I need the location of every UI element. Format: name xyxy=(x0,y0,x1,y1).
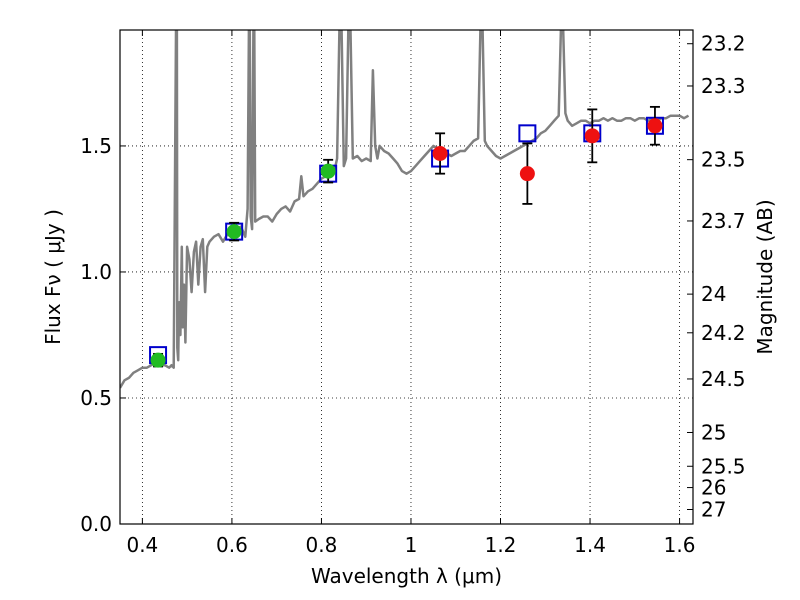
photometry-point xyxy=(150,352,166,368)
y-axis-label-right: Magnitude (AB) xyxy=(753,199,777,354)
y-tick-label: 0.0 xyxy=(80,512,112,536)
photometry-point xyxy=(647,118,663,134)
mag-tick-label: 26 xyxy=(701,476,726,500)
x-tick-label: 1.6 xyxy=(664,533,696,557)
marker-layer xyxy=(149,105,664,368)
line-layer xyxy=(120,30,690,389)
mag-tick-label: 23.7 xyxy=(701,209,746,233)
x-tick-label: 1.2 xyxy=(485,533,517,557)
spectrum-line xyxy=(120,30,690,389)
mag-tick-label: 27 xyxy=(701,497,726,521)
photometry-point xyxy=(432,146,448,161)
photometry-point xyxy=(226,224,242,240)
x-tick-label: 0.4 xyxy=(126,533,158,557)
mag-tick-label: 24.2 xyxy=(701,321,746,345)
mag-tick-label: 24.5 xyxy=(701,367,746,391)
mag-tick-label: 23.5 xyxy=(701,148,746,172)
mag-tick-label: 23.3 xyxy=(701,74,746,98)
y-tick-label: 1.0 xyxy=(80,260,112,284)
x-tick-label: 0.8 xyxy=(306,533,338,557)
y-tick-label: 1.5 xyxy=(80,134,112,158)
mag-tick-label: 23.2 xyxy=(701,32,746,56)
mag-tick-label: 25 xyxy=(701,420,726,444)
model-square-marker xyxy=(518,124,537,143)
photometry-point xyxy=(519,166,535,182)
mag-tick-label: 25.5 xyxy=(701,454,746,478)
x-axis-label: Wavelength λ (μm) xyxy=(311,564,502,588)
tick-layer: 0.4 0.6 0.8 1 1.2 1.4 1.6 0.0 0.5 1.0 1.5 23.2 23.3 2… xyxy=(80,30,746,557)
y-axis-label-left: Flux Fν ( μJy ) xyxy=(41,209,65,345)
y-tick-label: 0.5 xyxy=(80,386,112,410)
photometry-point xyxy=(320,163,336,179)
x-tick-label: 1.4 xyxy=(574,533,606,557)
x-tick-label: 0.6 xyxy=(216,533,248,557)
mag-tick-label: 24 xyxy=(701,282,726,306)
plot-frame xyxy=(119,29,694,525)
photometry-point xyxy=(584,128,600,144)
x-tick-label: 1 xyxy=(405,533,418,557)
